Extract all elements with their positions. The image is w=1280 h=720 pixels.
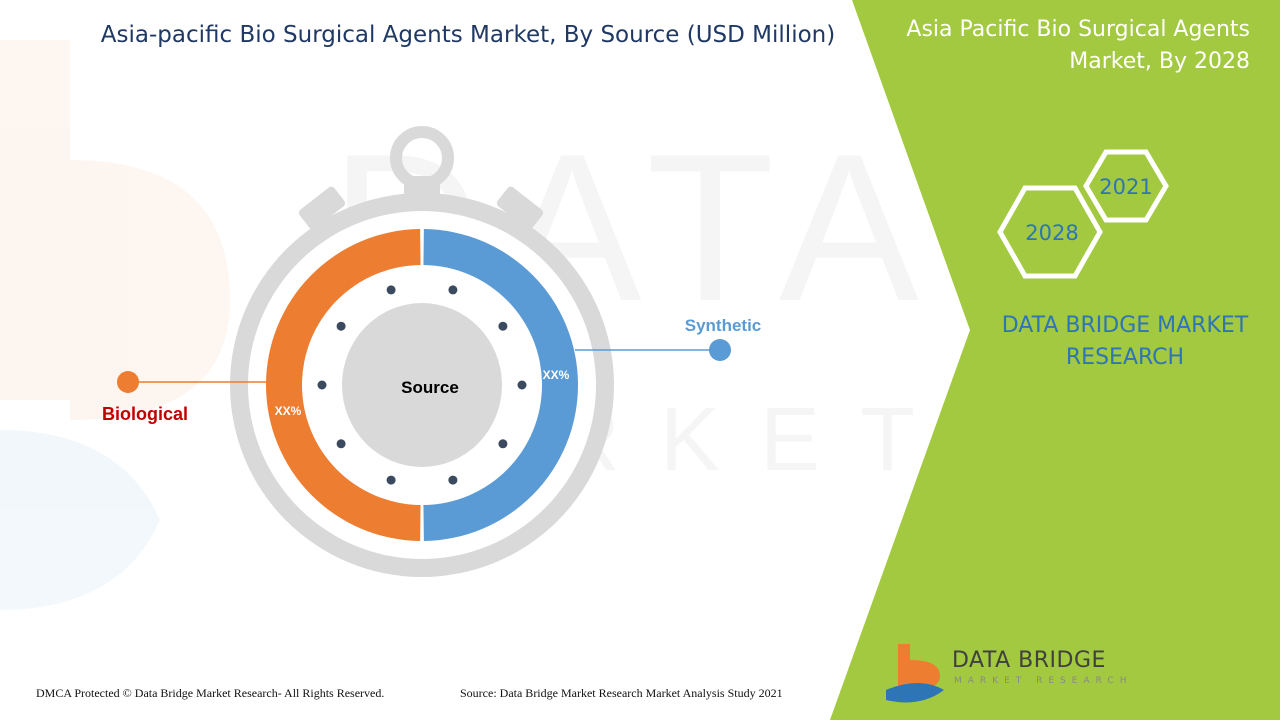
dial-dot — [448, 475, 458, 485]
biological-callout-dot — [117, 371, 139, 393]
green-side-panel — [830, 0, 1280, 720]
dial-dot — [336, 321, 346, 331]
year-2021-label: 2021 — [1099, 175, 1152, 199]
biological-label: Biological — [102, 404, 188, 424]
center-label: Source — [401, 378, 459, 397]
dial-dots — [317, 285, 527, 485]
stopwatch-left-button — [298, 186, 346, 230]
stopwatch-right-button — [496, 186, 544, 230]
brand-name: DATA BRIDGE MARKET RESEARCH — [1001, 313, 1249, 370]
dial-dot — [386, 475, 396, 485]
year-2028-label: 2028 — [1025, 221, 1078, 245]
dial-dot — [317, 380, 327, 390]
biological-value-label: XX% — [275, 404, 302, 418]
dial-dot — [448, 285, 458, 295]
synthetic-callout-dot — [709, 339, 731, 361]
hexagon-2028 — [997, 185, 1103, 279]
hexagon-2021 — [1083, 149, 1169, 223]
logo-wordmark: DATA BRIDGE — [952, 648, 1106, 673]
source-note: Source: Data Bridge Market Research Mark… — [460, 686, 783, 700]
donut-slice-synthetic — [423, 229, 579, 541]
data-bridge-logo-icon — [886, 644, 944, 703]
donut-slice-biological — [265, 229, 421, 541]
chart-title: Asia-pacific Bio Surgical Agents Market,… — [100, 22, 836, 48]
dial-dot — [386, 285, 396, 295]
dial-dot — [336, 439, 346, 449]
copyright-notice: DMCA Protected © Data Bridge Market Rese… — [36, 686, 385, 700]
donut-chart — [265, 229, 579, 541]
side-panel-title: Asia Pacific Bio Surgical Agents Market,… — [906, 17, 1250, 74]
synthetic-label: Synthetic — [685, 316, 762, 335]
dial-dot — [498, 439, 508, 449]
center-hub — [342, 303, 502, 467]
synthetic-value-label: XX% — [543, 368, 570, 382]
dial-dot — [498, 321, 508, 331]
logo-tagline: MARKET RESEARCH — [954, 676, 1133, 686]
dial-dot — [517, 380, 527, 390]
